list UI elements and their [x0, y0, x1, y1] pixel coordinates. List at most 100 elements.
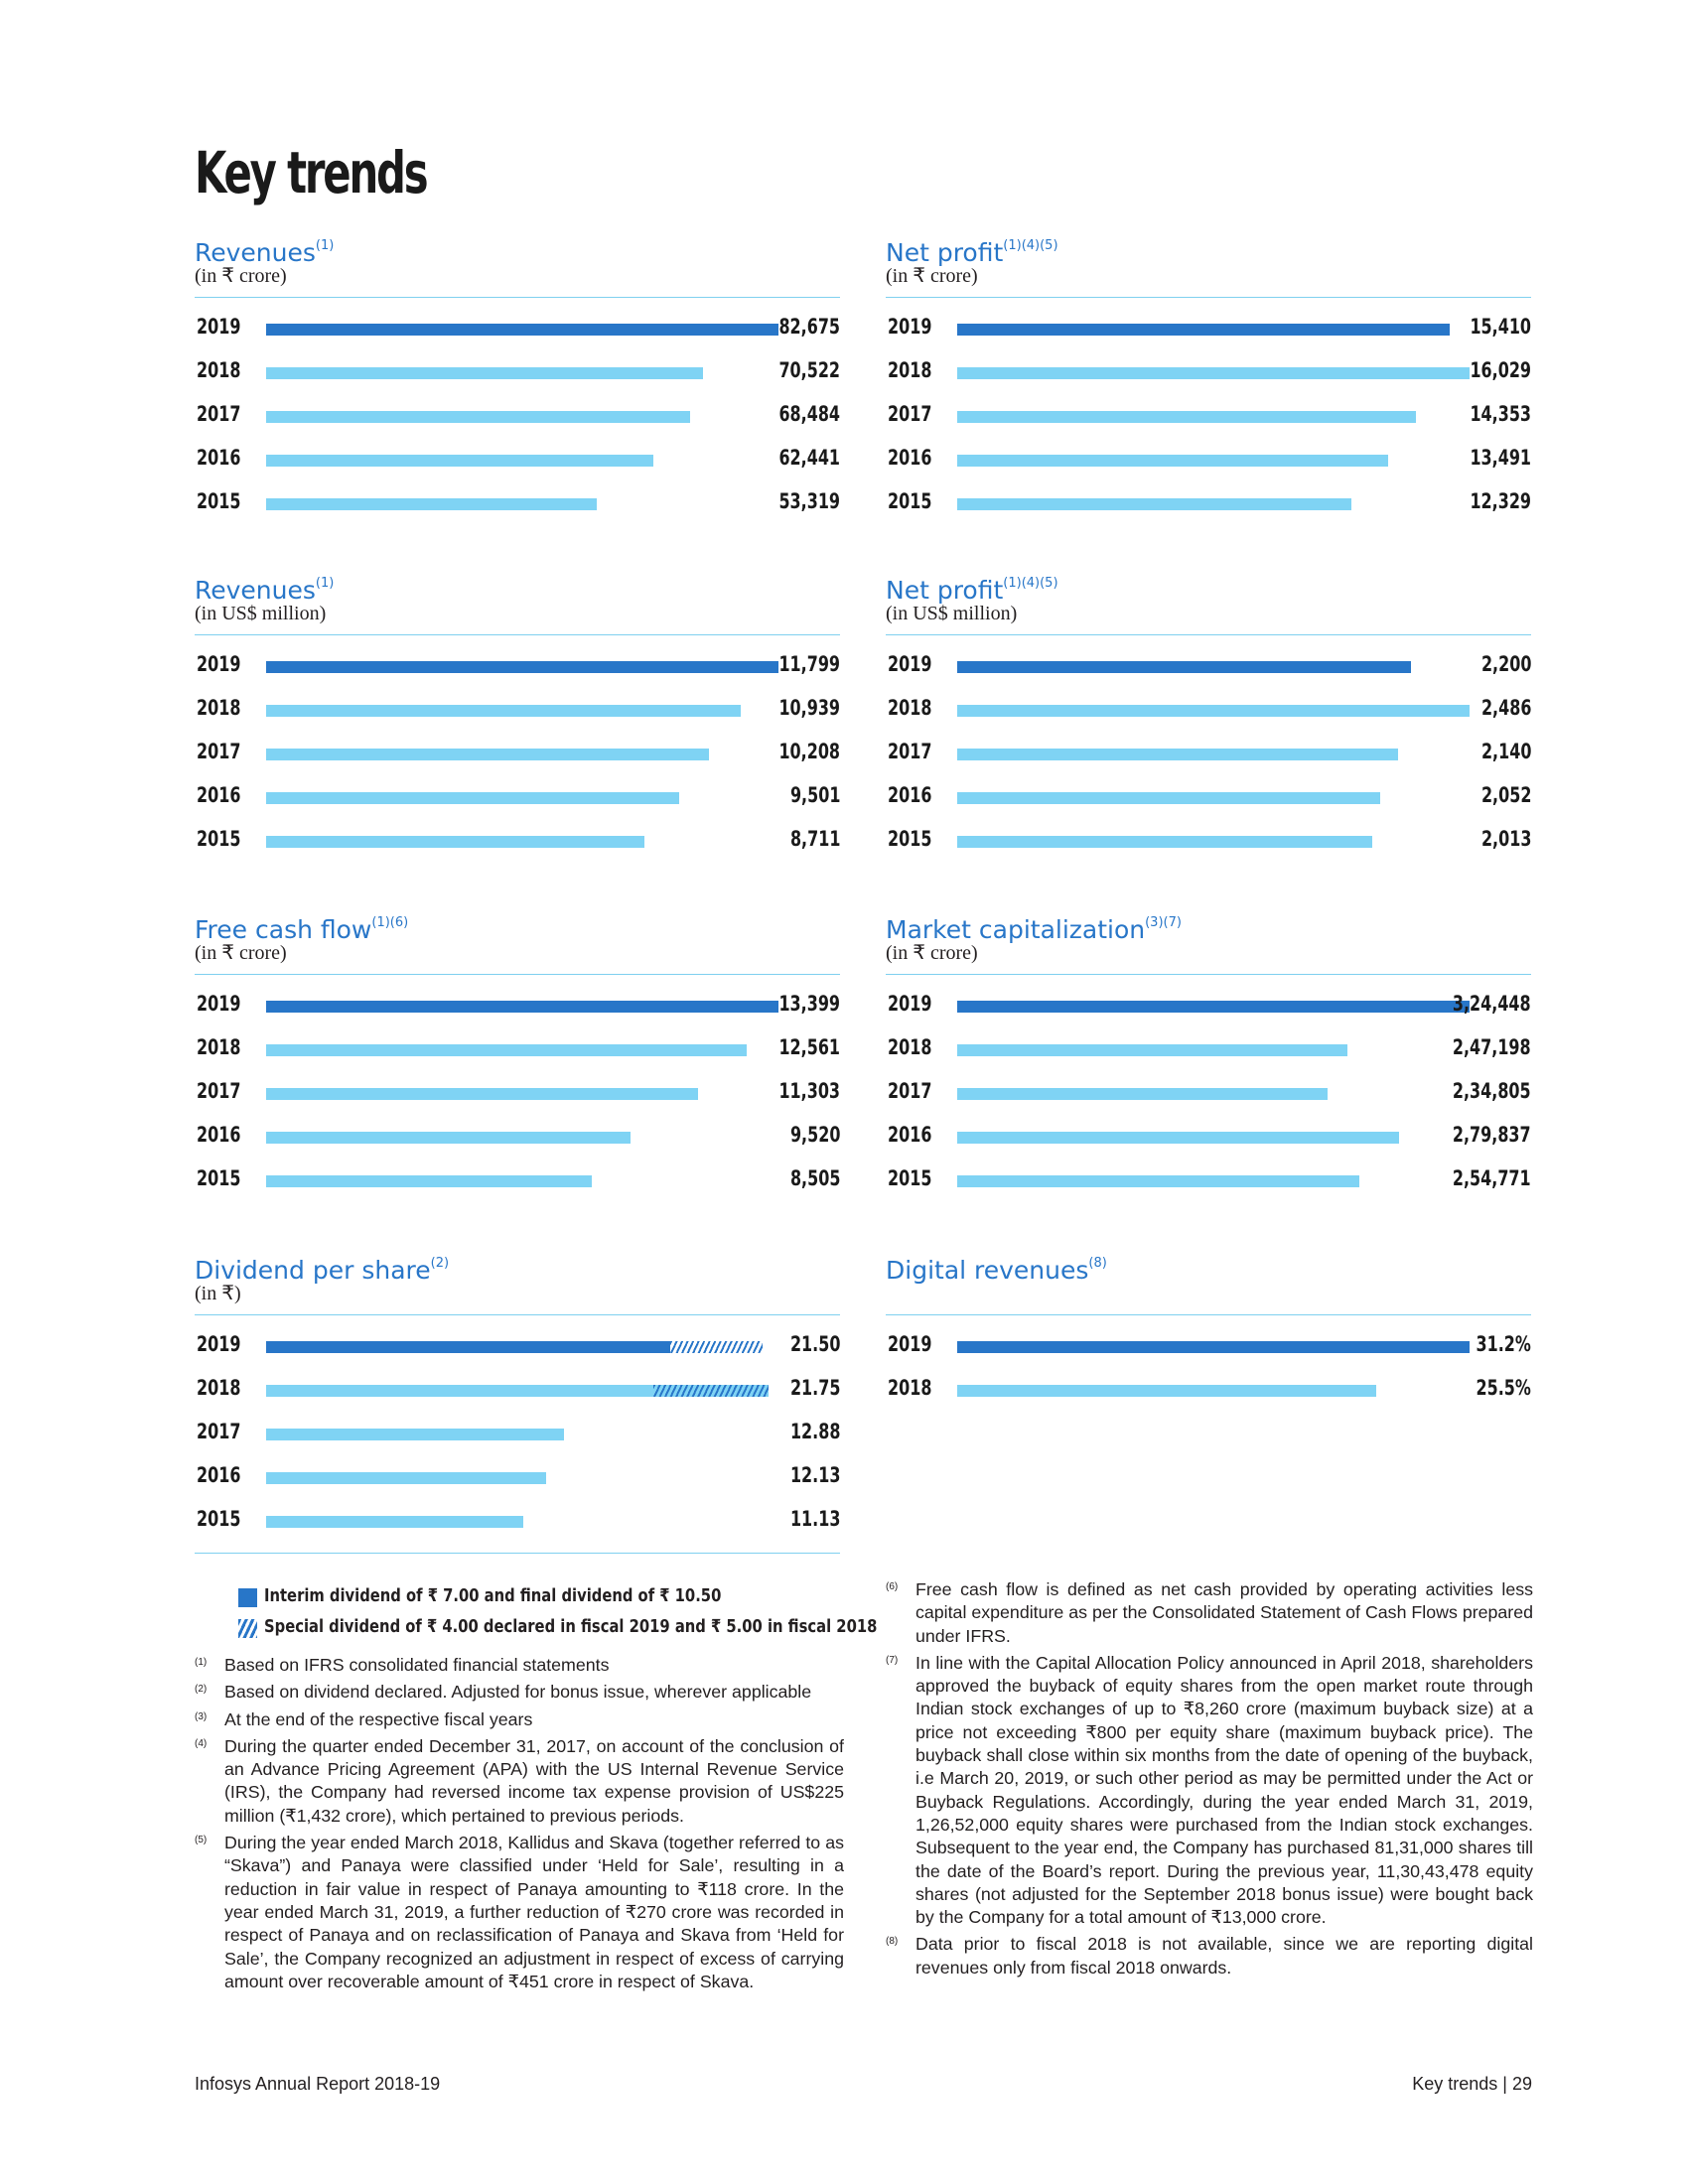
bar-track	[957, 455, 1470, 467]
footnote-text: Based on IFRS consolidated financial sta…	[224, 1655, 610, 1675]
bar-value-label: 2,47,198	[1453, 1035, 1531, 1059]
bar-value-label: 2,486	[1480, 696, 1531, 720]
bar	[266, 705, 742, 717]
bar-year-label: 2019	[888, 315, 932, 339]
bar-value-label: 14,353	[1470, 402, 1531, 426]
bar-year-label: 2019	[197, 1332, 241, 1356]
bar	[957, 836, 1372, 848]
bar	[957, 1044, 1348, 1056]
bar-year-label: 2015	[888, 489, 932, 513]
legend-label: Interim dividend of ₹ 7.00 and final div…	[264, 1585, 722, 1606]
bar-track	[266, 661, 778, 673]
bar-row: 2016 2,79,837	[886, 1119, 1531, 1162]
bar-row: 2019 31.2%	[886, 1328, 1531, 1372]
footnote-text: Data prior to fiscal 2018 is not availab…	[915, 1934, 1533, 1978]
bar-value-label: 2,052	[1480, 783, 1531, 807]
bar-year-label: 2015	[197, 1507, 241, 1531]
bar-track	[266, 1132, 778, 1144]
bar-track	[266, 367, 778, 379]
bar	[266, 1385, 769, 1397]
bar-value-label: 82,675	[778, 315, 840, 339]
bar-track	[266, 1385, 769, 1397]
chart-bars: 2019 82,675 2018 70,522 2017 68,484 2016 62,441…	[195, 311, 840, 529]
bar-track	[957, 749, 1470, 760]
footnote-marker: (7)	[886, 1654, 899, 1666]
footnotes-left: (1) Based on IFRS consolidated financial …	[195, 1654, 844, 1997]
chart-bars: 2019 2,200 2018 2,486 2017 2,140 2016 2,052 2015…	[886, 648, 1531, 867]
bar-row: 2019 15,410	[886, 311, 1531, 354]
bar-track	[266, 1088, 778, 1100]
bar-value-label: 3,24,448	[1453, 992, 1531, 1016]
footnote-marker: (6)	[886, 1581, 899, 1592]
footnote-marker: (5)	[195, 1835, 208, 1846]
chart-title-text: Net profit	[886, 576, 1004, 605]
bar-track	[957, 836, 1470, 848]
bar-year-label: 2015	[197, 1166, 241, 1190]
bar	[957, 1341, 1470, 1353]
dividend-legend: Interim dividend of ₹ 7.00 and final div…	[238, 1582, 877, 1644]
chart-title-superscript: (1)(4)(5)	[1003, 576, 1058, 591]
bar-year-label: 2016	[197, 783, 241, 807]
bar-track	[957, 1385, 1470, 1397]
bar-value-label: 2,54,771	[1453, 1166, 1531, 1190]
chart-title-superscript: (2)	[430, 1256, 450, 1271]
bar-track	[957, 792, 1470, 804]
bar-row: 2017 2,140	[886, 736, 1531, 779]
chart-top-rule	[195, 634, 840, 635]
bar-year-label: 2015	[197, 489, 241, 513]
footnote-text: During the quarter ended December 31, 20…	[224, 1735, 844, 1826]
chart-unit: (in US$ million)	[886, 603, 1018, 624]
bar-track	[266, 1341, 769, 1353]
footnote-text: At the end of the respective fiscal year…	[224, 1708, 533, 1729]
chart-panel: Revenues(1) (in ₹ crore) 2019 82,675 2018 70,…	[195, 229, 840, 529]
bar	[266, 1001, 778, 1013]
bar-year-label: 2017	[888, 740, 932, 763]
chart-title-text: Free cash flow	[195, 915, 372, 944]
footnote-text: During the year ended March 2018, Kallid…	[224, 1833, 844, 1991]
bar-track	[266, 1472, 769, 1484]
bar-track	[957, 1132, 1470, 1144]
bar-row: 2019 11,799	[195, 648, 840, 692]
bar-year-label: 2019	[197, 315, 241, 339]
chart-title-text: Market capitalization	[886, 915, 1146, 944]
bar	[266, 498, 597, 510]
bar-value-label: 12,329	[1470, 489, 1531, 513]
bar-track	[957, 498, 1470, 510]
footnote: (4) During the quarter ended December 31,…	[195, 1735, 844, 1828]
bar-row: 2017 68,484	[195, 398, 840, 442]
bar-row: 2015 8,505	[195, 1162, 840, 1206]
bar-track	[957, 411, 1470, 423]
bar-row: 2017 2,34,805	[886, 1075, 1531, 1119]
bar	[957, 1175, 1360, 1187]
bar-row: 2015 53,319	[195, 485, 840, 529]
bar-value-label: 8,505	[789, 1166, 840, 1190]
bar-row: 2017 12.88	[195, 1416, 840, 1459]
chart-top-rule	[886, 634, 1531, 635]
bar-year-label: 2018	[197, 1376, 241, 1400]
chart-bars: 2019 11,799 2018 10,939 2017 10,208 2016 9,501 2…	[195, 648, 840, 867]
chart-title-text: Revenues	[195, 576, 316, 605]
bar	[957, 792, 1380, 804]
bar-year-label: 2016	[197, 446, 241, 470]
bar-row: 2017 10,208	[195, 736, 840, 779]
bar	[957, 1385, 1376, 1397]
bar	[957, 1132, 1400, 1144]
bar	[957, 1088, 1329, 1100]
chart-panel: Market capitalization(3)(7) (in ₹ crore) 2…	[886, 906, 1531, 1206]
chart-bars: 2019 21.50 2018 21.75 2017 12.88 2016 12.13 2015…	[195, 1328, 840, 1547]
bar	[266, 1175, 592, 1187]
chart-title-superscript: (8)	[1088, 1256, 1107, 1271]
bar-year-label: 2016	[888, 783, 932, 807]
bar	[957, 455, 1389, 467]
bar	[957, 1001, 1470, 1013]
bar	[957, 749, 1399, 760]
bar-track	[266, 1001, 778, 1013]
bar-year-label: 2016	[197, 1123, 241, 1147]
bar	[266, 367, 704, 379]
chart-bottom-rule	[195, 1553, 840, 1554]
bar	[957, 661, 1411, 673]
bar-row: 2016 9,520	[195, 1119, 840, 1162]
footnotes-right: (6) Free cash flow is defined as net cash…	[886, 1578, 1533, 1983]
legend-item-special: Special dividend of ₹ 4.00 declared in f…	[238, 1613, 877, 1644]
bar-year-label: 2017	[197, 1079, 241, 1103]
